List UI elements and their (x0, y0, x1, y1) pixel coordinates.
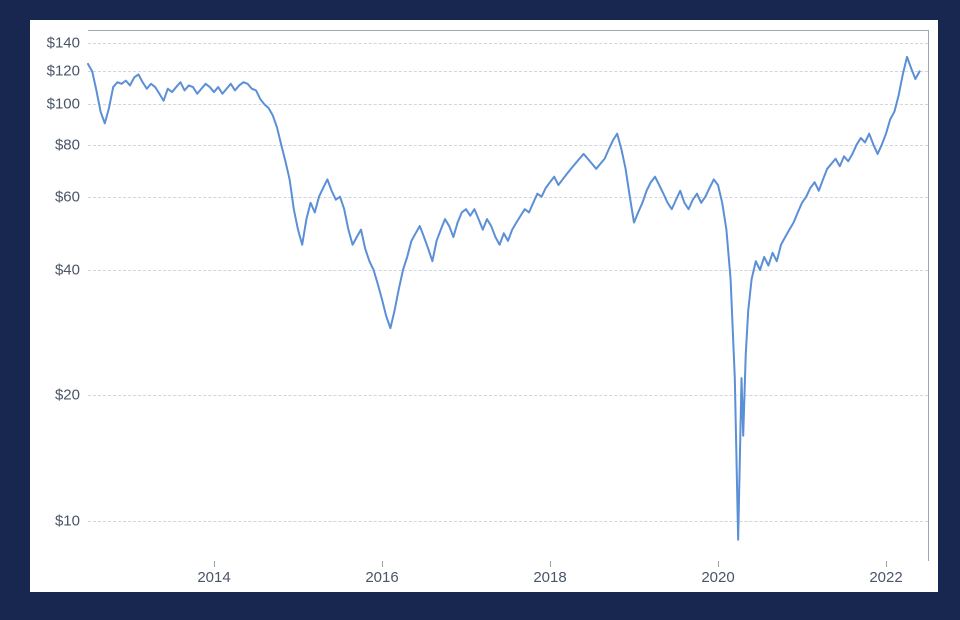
price-line-path (88, 57, 920, 540)
y-tick-label: $120 (47, 63, 88, 80)
plot-area: $10$20$40$60$80$100$120$140 201420162018… (88, 30, 929, 561)
chart-frame: $10 $20 $40 $60 $80 $100 $120 $140 2014 2016 2018… (0, 0, 960, 620)
x-tick-label: 2018 (533, 561, 566, 586)
price-line-series (88, 31, 928, 561)
y-tick-label: $10 (55, 512, 88, 529)
y-tick-label: $60 (55, 188, 88, 205)
x-tick-label: 2016 (365, 561, 398, 586)
y-tick-label: $20 (55, 387, 88, 404)
y-tick-label: $100 (47, 96, 88, 113)
x-tick-label: 2014 (197, 561, 230, 586)
x-tick-label: 2020 (701, 561, 734, 586)
y-tick-label: $140 (47, 35, 88, 52)
x-tick-label: 2022 (869, 561, 902, 586)
y-tick-label: $40 (55, 261, 88, 278)
y-tick-label: $80 (55, 136, 88, 153)
chart-panel: $10 $20 $40 $60 $80 $100 $120 $140 2014 2016 2018… (30, 20, 938, 592)
